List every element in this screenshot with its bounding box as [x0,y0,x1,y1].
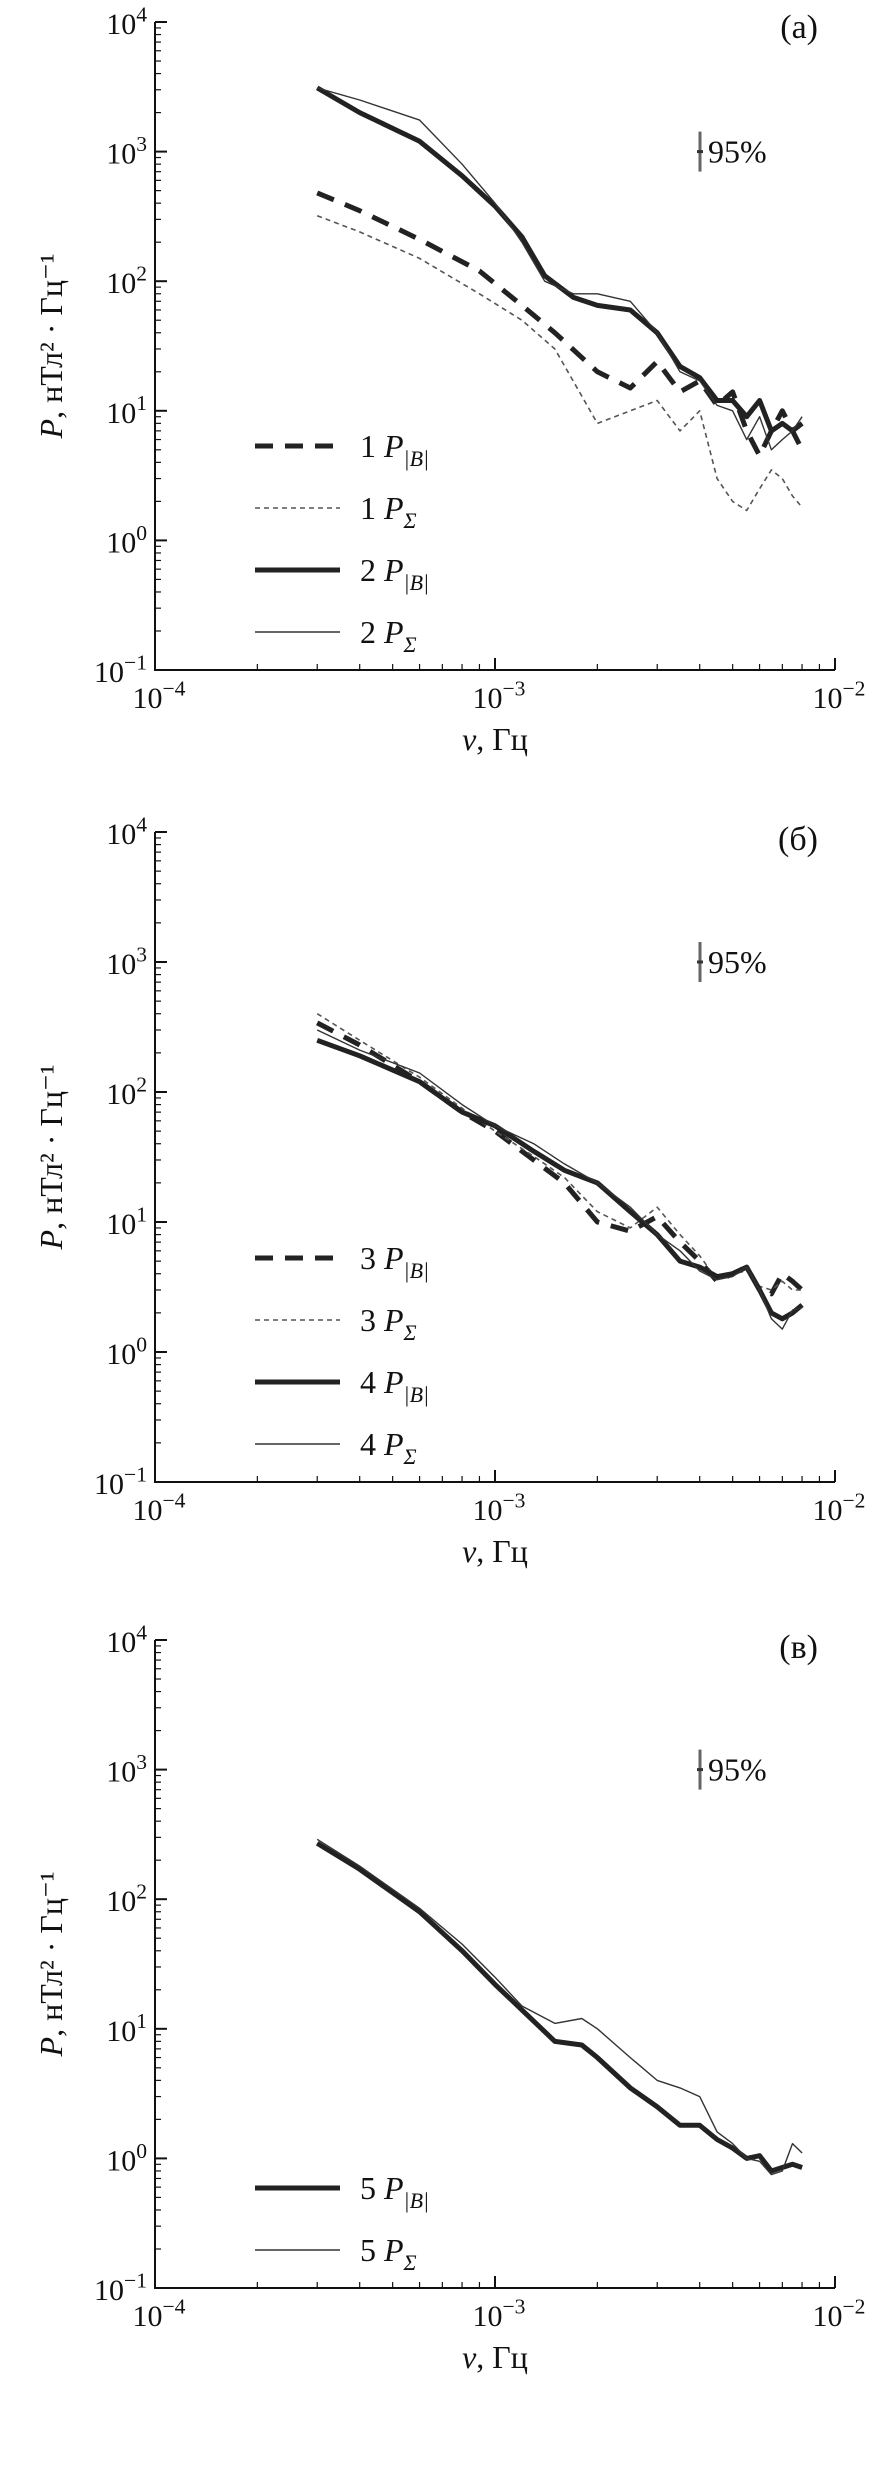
y-tick-label: 103 [106,1750,147,1789]
axes-frame [154,22,835,671]
y-tick-label: 10−1 [94,650,147,689]
panel-1: 10−1 100 101 102 103 104 10−4 10−3 10−2 ν, Гц P, н… [33,2,865,757]
x-tick-label: 10−4 [133,676,186,715]
x-tick-label: 10−4 [133,1488,186,1527]
series-line-3 [316,1037,804,1322]
x-tick-label: 10−4 [133,2294,186,2333]
x-tick-label: 10−2 [813,2294,866,2333]
x-tick-label: 10−2 [813,676,866,715]
x-axis-label: ν, Гц [462,721,528,757]
series-line-1 [316,1020,804,1297]
y-tick-label: 100 [106,1332,147,1371]
legend-label: 1 PΣ [360,490,417,533]
panel-label: (б) [778,821,818,858]
confidence-label: 95% [708,1752,767,1788]
series-line-2 [316,214,803,512]
y-tick-label: 104 [106,812,147,851]
y-axis-label: P, нТл² · Гц⁻¹ [33,1065,69,1251]
y-axis-label: P, нТл² · Гц⁻¹ [33,254,69,440]
y-tick-label: 103 [106,132,147,171]
panel-label: (а) [780,9,818,46]
legend-label: 1 P|B| [360,428,429,471]
y-tick-label: 102 [106,1072,147,1111]
legend-label: 2 PΣ [360,614,417,657]
series-line-4 [316,1029,803,1330]
legend-label: 2 P|B| [360,552,429,595]
x-axis-label: ν, Гц [462,1533,528,1569]
y-tick-label: 102 [106,1880,147,1919]
panel-label: (в) [779,1629,818,1666]
series-line-1 [315,1841,803,2174]
y-tick-label: 10−1 [94,2268,147,2307]
x-tick-label: 10−3 [473,2294,526,2333]
x-tick-label: 10−3 [473,676,526,715]
series-line-4 [317,87,803,451]
series-line-2 [316,1838,803,2176]
y-tick-label: 101 [106,1202,147,1241]
y-tick-label: 101 [106,391,147,430]
x-tick-label: 10−3 [473,1488,526,1527]
confidence-label: 95% [708,134,767,170]
y-tick-label: 102 [106,262,147,301]
series-line-1 [316,190,805,459]
y-axis-label: P, нТл² · Гц⁻¹ [33,1872,69,2058]
legend-label: 3 P|B| [360,1240,429,1283]
y-tick-label: 100 [106,521,147,560]
y-tick-label: 104 [106,2,147,41]
legend-label: 5 P|B| [360,2170,429,2213]
x-tick-label: 10−2 [813,1488,866,1527]
legend-label: 4 P|B| [360,1364,429,1407]
y-tick-label: 10−1 [94,1462,147,1501]
legend-label: 3 PΣ [360,1302,417,1345]
panel-3: 10−1 100 101 102 103 104 10−4 10−3 10−2 ν, Гц P, н… [33,1620,865,2375]
y-tick-label: 103 [106,942,147,981]
axes-frame [154,1640,835,2289]
series-line-2 [316,1013,803,1291]
legend-label: 4 PΣ [360,1426,417,1469]
y-tick-label: 101 [106,2009,147,2048]
x-axis-label: ν, Гц [462,2339,528,2375]
legend-label: 5 PΣ [360,2232,417,2275]
y-tick-label: 100 [106,2139,147,2178]
y-tick-label: 104 [106,1620,147,1659]
panel-2: 10−1 100 101 102 103 104 10−4 10−3 10−2 ν, Гц P, н… [33,812,865,1569]
confidence-label: 95% [708,944,767,980]
